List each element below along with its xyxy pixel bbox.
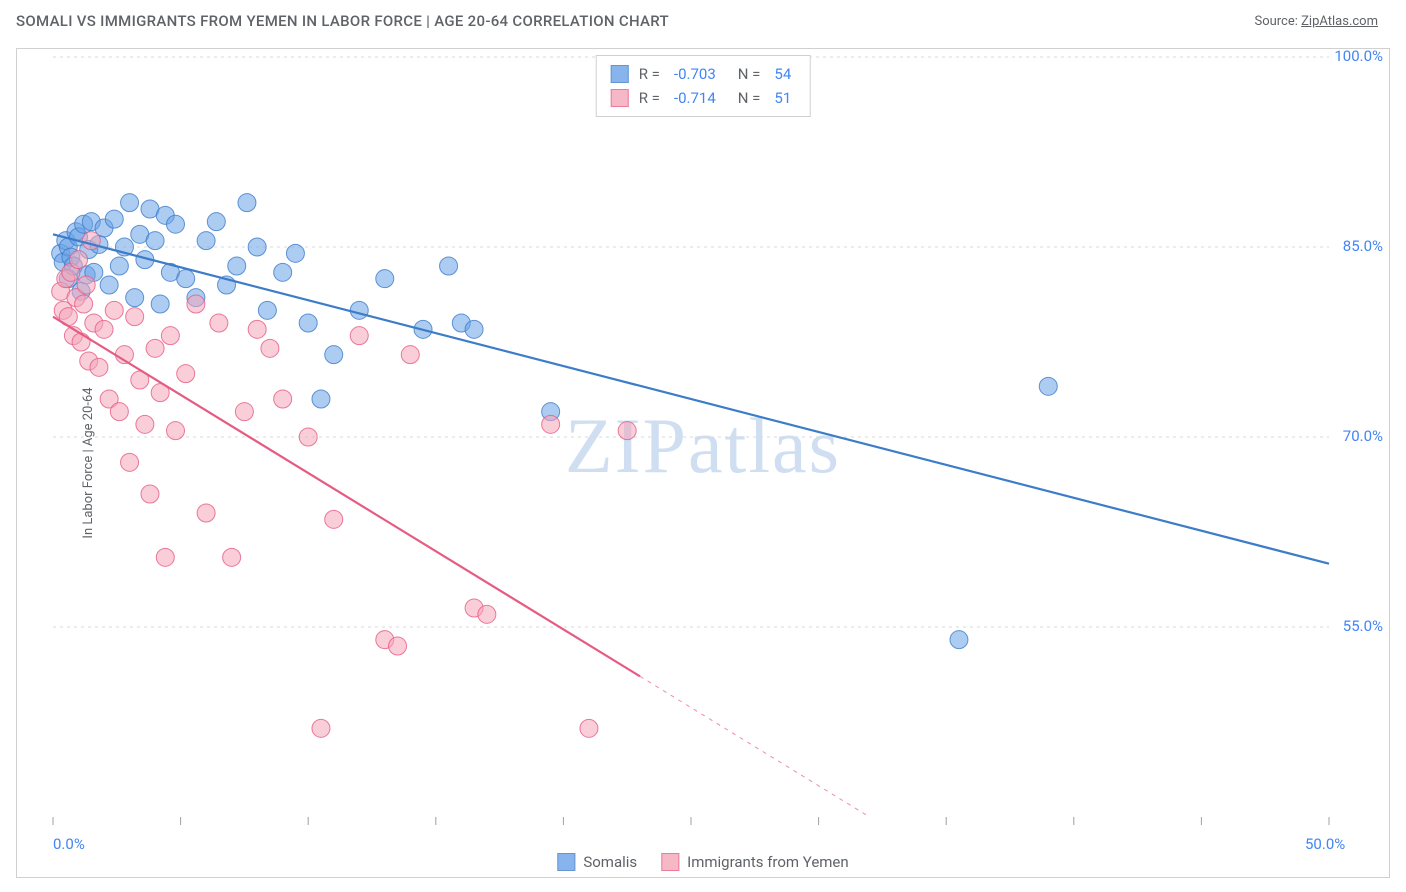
y-tick-label: 100.0%	[1334, 47, 1383, 65]
swatch-icon	[661, 853, 679, 871]
y-tick-label: 70.0%	[1343, 427, 1383, 445]
x-tick-label: 0.0%	[53, 835, 85, 853]
y-tick-label: 55.0%	[1343, 617, 1383, 635]
r-label: R =	[639, 62, 660, 86]
source-link[interactable]: ZipAtlas.com	[1301, 14, 1378, 29]
n-label: N =	[738, 62, 761, 86]
r-value: -0.714	[670, 86, 720, 110]
y-tick-label: 85.0%	[1343, 237, 1383, 255]
n-value: 51	[770, 86, 795, 110]
chart-container: In Labor Force | Age 20-64 ZIPatlas R =-…	[16, 48, 1390, 878]
x-tick-label: 50.0%	[1305, 835, 1345, 853]
n-label: N =	[738, 86, 761, 110]
swatch-icon	[557, 853, 575, 871]
chart-title: SOMALI VS IMMIGRANTS FROM YEMEN IN LABOR…	[16, 12, 669, 30]
source-attribution: Source: ZipAtlas.com	[1254, 14, 1378, 29]
r-value: -0.703	[670, 62, 720, 86]
scatter-plot	[17, 49, 1389, 877]
legend-item-yemen[interactable]: Immigrants from Yemen	[661, 853, 849, 871]
stats-row-yemen: R = -0.714 N = 51	[611, 86, 796, 110]
swatch-icon	[611, 65, 629, 83]
source-prefix: Source:	[1254, 14, 1301, 29]
legend-item-somalis[interactable]: Somalis	[557, 853, 637, 871]
legend-label: Immigrants from Yemen	[687, 853, 849, 871]
correlation-stats-box: R = -0.703 N = 54 R = -0.714 N = 51	[596, 55, 811, 117]
r-label: R =	[639, 86, 660, 110]
series-legend: Somalis Immigrants from Yemen	[557, 853, 848, 871]
n-value: 54	[770, 62, 795, 86]
stats-row-somalis: R = -0.703 N = 54	[611, 62, 796, 86]
legend-label: Somalis	[583, 853, 637, 871]
swatch-icon	[611, 89, 629, 107]
